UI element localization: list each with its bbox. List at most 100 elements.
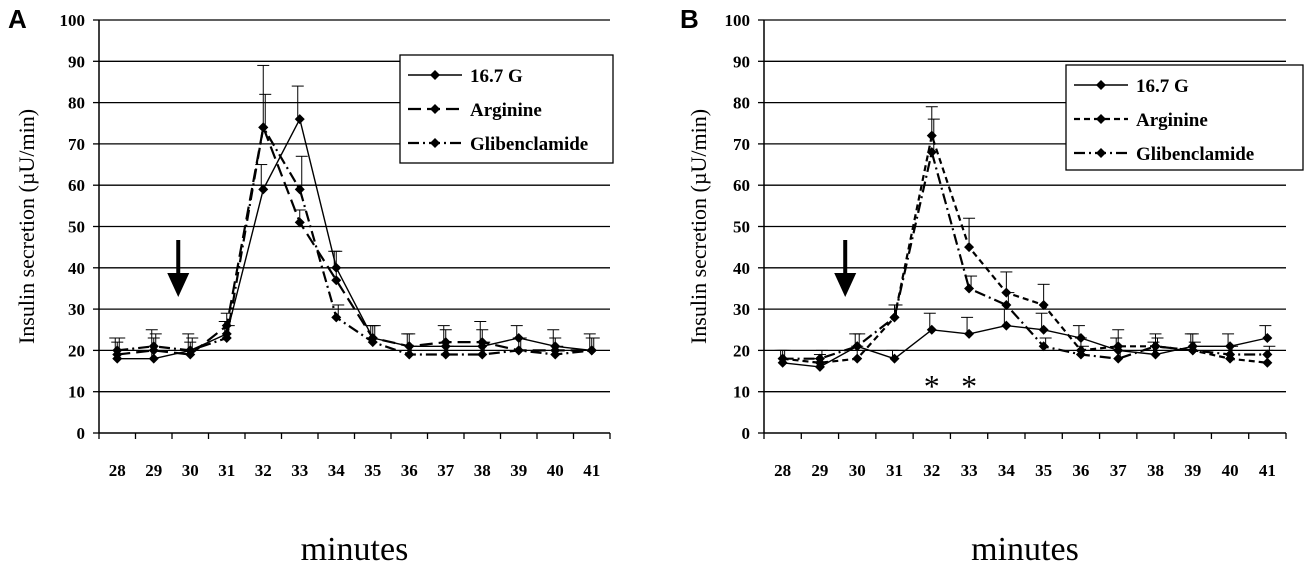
x-axis-title: minutes bbox=[301, 531, 409, 568]
y-tick-label: 60 bbox=[733, 176, 750, 195]
x-tick-label: 34 bbox=[328, 461, 346, 480]
data-point bbox=[889, 312, 900, 323]
y-tick-label: 20 bbox=[733, 341, 750, 360]
data-point bbox=[331, 275, 342, 286]
data-point bbox=[1150, 341, 1161, 352]
data-point bbox=[1038, 299, 1049, 310]
x-tick-label: 29 bbox=[811, 461, 828, 480]
legend-marker bbox=[430, 70, 440, 80]
data-point bbox=[926, 147, 937, 158]
data-point bbox=[814, 353, 825, 364]
data-point bbox=[964, 328, 975, 339]
x-tick-label: 40 bbox=[547, 461, 564, 480]
data-point bbox=[513, 345, 524, 356]
data-point bbox=[440, 337, 451, 348]
data-point bbox=[331, 262, 342, 273]
legend-marker bbox=[430, 138, 440, 148]
x-tick-label: 41 bbox=[583, 461, 600, 480]
data-point bbox=[926, 324, 937, 335]
data-point bbox=[1225, 349, 1236, 360]
data-point bbox=[258, 122, 269, 133]
x-tick-label: 31 bbox=[218, 461, 235, 480]
chart-a-svg: A 0 10 20 30 40 50 60 70 80 90 100 28 29 30 31 32 33 34 35 3… bbox=[8, 4, 614, 568]
data-point bbox=[367, 337, 378, 348]
x-tick-label: 35 bbox=[1035, 461, 1052, 480]
x-tick-label: 37 bbox=[1110, 461, 1128, 480]
data-point bbox=[852, 353, 863, 364]
x-axis-title: minutes bbox=[971, 531, 1079, 568]
x-tick-label: 38 bbox=[1147, 461, 1164, 480]
x-tick-label: 33 bbox=[961, 461, 978, 480]
significance-mark: * bbox=[961, 368, 977, 404]
data-point bbox=[1150, 349, 1161, 360]
y-tick-label: 100 bbox=[725, 11, 751, 30]
x-tick-label: 41 bbox=[1259, 461, 1276, 480]
y-axis-title: Insulin secretion (µU/min) bbox=[14, 109, 39, 344]
data-point bbox=[777, 353, 788, 364]
x-tick-label: 33 bbox=[291, 461, 308, 480]
y-tick-label: 100 bbox=[60, 11, 86, 30]
y-tick-label: 70 bbox=[733, 135, 750, 154]
chart-b-svg: B 0 10 20 30 40 50 60 70 80 90 100 28 29 30 31 32 33 34 35 3… bbox=[680, 4, 1304, 568]
y-tick-label: 30 bbox=[733, 300, 750, 319]
legend-label-1: Arginine bbox=[470, 100, 542, 121]
x-tick-label: 34 bbox=[998, 461, 1016, 480]
x-tick-label: 40 bbox=[1222, 461, 1239, 480]
legend-marker bbox=[1096, 80, 1106, 90]
series-line-0 bbox=[117, 117, 592, 360]
series-line-1 bbox=[117, 123, 592, 356]
legend-label-2: Glibenclamide bbox=[1136, 144, 1254, 165]
y-tick-label: 50 bbox=[733, 218, 750, 237]
data-point bbox=[477, 349, 488, 360]
data-point bbox=[185, 345, 196, 356]
y-tick-label: 40 bbox=[68, 259, 85, 278]
panel-label: B bbox=[680, 4, 699, 34]
series-line-0 bbox=[782, 324, 1268, 368]
data-point bbox=[964, 242, 975, 253]
data-point bbox=[964, 283, 975, 294]
data-point bbox=[1113, 341, 1124, 352]
data-point bbox=[550, 349, 561, 360]
arrow-down-icon bbox=[167, 273, 190, 297]
x-tick-label: 32 bbox=[255, 461, 272, 480]
legend-label-0: 16.7 G bbox=[470, 66, 523, 87]
series-line-1 bbox=[782, 131, 1268, 364]
y-tick-label: 20 bbox=[68, 341, 85, 360]
panel-label: A bbox=[8, 4, 27, 34]
data-point bbox=[221, 333, 232, 344]
data-point bbox=[331, 312, 342, 323]
data-point bbox=[477, 337, 488, 348]
legend-label-2: Glibenclamide bbox=[470, 134, 588, 155]
y-tick-label: 80 bbox=[68, 94, 85, 113]
significance-mark: * bbox=[924, 368, 940, 404]
y-tick-label: 90 bbox=[733, 52, 750, 71]
y-tick-label: 40 bbox=[733, 259, 750, 278]
y-tick-label: 10 bbox=[68, 383, 85, 402]
data-point bbox=[926, 130, 937, 141]
y-tick-label: 50 bbox=[68, 218, 85, 237]
data-point bbox=[1038, 341, 1049, 352]
x-tick-label: 28 bbox=[109, 461, 126, 480]
data-point bbox=[294, 114, 305, 125]
data-point bbox=[1075, 333, 1086, 344]
data-point bbox=[1262, 357, 1273, 368]
y-tick-label: 10 bbox=[733, 383, 750, 402]
data-point bbox=[513, 333, 524, 344]
data-point bbox=[404, 341, 415, 352]
x-tick-label: 28 bbox=[774, 461, 791, 480]
legend-marker bbox=[1096, 114, 1106, 124]
data-point bbox=[148, 353, 159, 364]
data-point bbox=[294, 184, 305, 195]
data-point bbox=[586, 345, 597, 356]
data-point bbox=[1113, 353, 1124, 364]
legend-label-0: 16.7 G bbox=[1136, 76, 1189, 97]
data-point bbox=[889, 353, 900, 364]
y-tick-label: 70 bbox=[68, 135, 85, 154]
data-point bbox=[852, 341, 863, 352]
chart-panel-a: A 0 10 20 30 40 50 60 70 80 90 100 28 29 30 31 32 33 34 35 3… bbox=[0, 0, 650, 574]
data-point bbox=[1001, 320, 1012, 331]
x-tick-label: 36 bbox=[401, 461, 418, 480]
data-point bbox=[112, 345, 123, 356]
legend-label-1: Arginine bbox=[1136, 110, 1208, 131]
x-tick-label: 36 bbox=[1072, 461, 1089, 480]
